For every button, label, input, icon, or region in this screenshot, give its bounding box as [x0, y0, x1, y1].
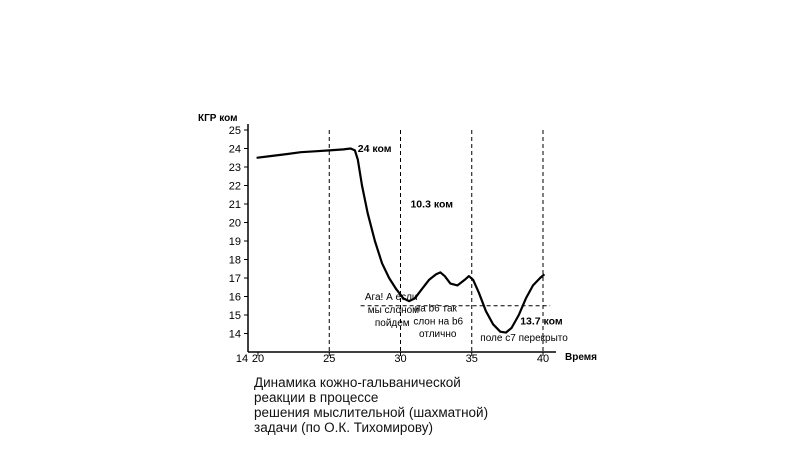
y-tick-label: 16 [229, 292, 241, 304]
annotation-label: 24 ком [358, 143, 392, 155]
x-origin-label: 14 [236, 353, 248, 365]
y-tick-label: 22 [229, 181, 241, 193]
y-tick-label: 15 [229, 310, 241, 322]
x-tick-label: 25 [323, 353, 335, 365]
annotation-label: на b6 так [415, 303, 458, 314]
x-tick-label: 35 [466, 353, 478, 365]
y-tick-label: 23 [229, 162, 241, 174]
y-tick-label: 17 [229, 273, 241, 285]
caption-line: реакции в процессе [254, 390, 379, 405]
annotation-label: слон на b6 [413, 316, 463, 327]
annotation-label: 13.7 ком [520, 315, 563, 327]
y-tick-label: 19 [229, 236, 241, 248]
y-tick-label: 18 [229, 255, 241, 267]
annotation-label: пойдем [375, 318, 410, 329]
y-tick-label: 20 [229, 218, 241, 230]
y-tick-label: 14 [229, 329, 241, 341]
x-tick-label: 30 [394, 353, 406, 365]
annotation-label: мы слоном [368, 305, 419, 316]
caption-line: задачи (по О.К. Тихомирову) [254, 420, 434, 435]
x-tick-label: 40 [537, 353, 549, 365]
y-axis-label: КГР ком [198, 113, 237, 124]
annotation-label: 10.3 ком [410, 199, 453, 211]
x-tick-label: 20 [252, 353, 264, 365]
caption-line: решения мыслительной (шахматной) [254, 405, 489, 420]
annotation-label: отлично [419, 329, 457, 340]
series-line [256, 147, 546, 334]
annotation-label: Ага! А если [365, 292, 418, 303]
y-tick-label: 21 [229, 199, 241, 211]
y-tick-label: 25 [229, 125, 241, 137]
y-tick-label: 24 [229, 144, 241, 156]
annotation-label: поле с7 перекрыто [480, 333, 568, 344]
figure-caption: Динамика кожно-гальванической реакции в … [254, 375, 554, 435]
x-axis-label: Время [565, 352, 597, 363]
caption-line: Динамика кожно-гальванической [254, 375, 461, 390]
